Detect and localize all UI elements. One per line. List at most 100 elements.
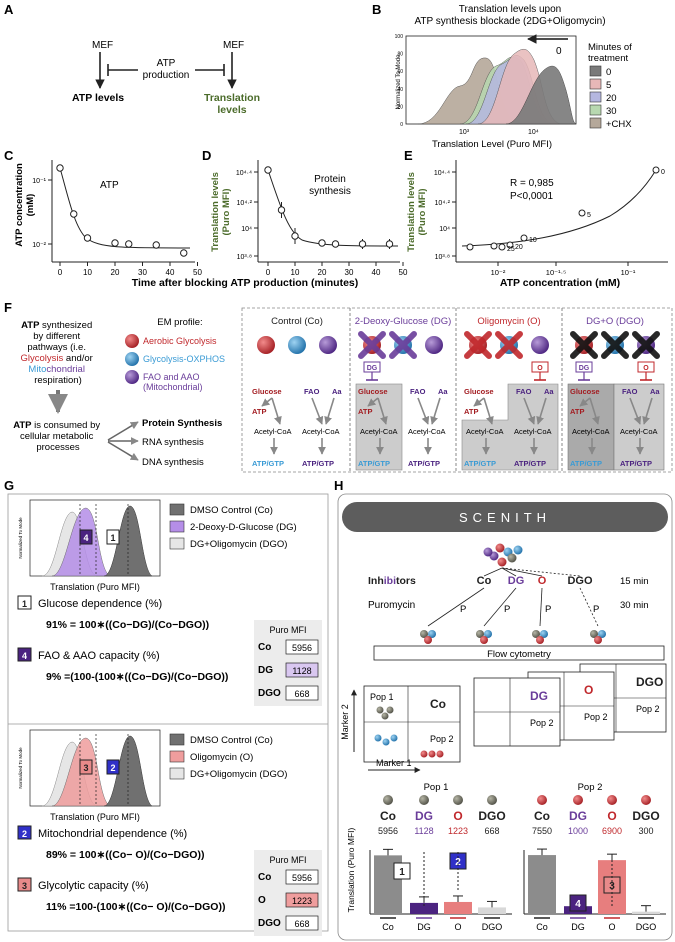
legend-label: +CHX xyxy=(606,119,632,130)
legend-label: 5 xyxy=(606,80,611,91)
data-point xyxy=(498,243,506,251)
pathway-atpgtp: ATP/GTP xyxy=(408,459,440,468)
legend-swatch xyxy=(589,78,602,90)
metric-box-label: 4 xyxy=(575,899,581,910)
pathway-arrow xyxy=(367,397,379,407)
pathway-acetyl: Acetyl-CoA xyxy=(408,427,446,436)
metric-box-label: 2 xyxy=(22,829,27,839)
em-sphere-icon xyxy=(319,336,337,354)
data-point xyxy=(125,240,133,248)
block-x-icon xyxy=(389,331,417,359)
metric-box-label: 4 xyxy=(83,533,88,543)
cell-icon xyxy=(487,795,497,805)
data-point xyxy=(318,239,326,247)
cell-icon xyxy=(483,547,493,557)
legend-label: 20 xyxy=(606,93,617,104)
gating-plot-label: DG xyxy=(530,689,548,703)
panel-c-ylabel: ATP concentration(mM) xyxy=(14,163,36,247)
metric-formula: 11% =100-(100∗((Co− O)/(Co−DGO)) xyxy=(46,901,225,913)
pathway-acetyl: Acetyl-CoA xyxy=(466,427,504,436)
p-label: P xyxy=(545,604,551,615)
metric-box xyxy=(17,647,32,662)
condition-title: Oligomycin (O) xyxy=(477,316,540,327)
process-dna: DNA synthesis xyxy=(142,457,204,468)
panel-b-ylabel: Normalized To Mode xyxy=(396,54,402,110)
panel-e-ylabel: Translation levels(Puro MFI) xyxy=(406,172,428,252)
pathway-atp: ATP xyxy=(252,407,266,416)
em-sphere-icon xyxy=(425,336,443,354)
mfi-key: Co xyxy=(258,872,271,883)
pathway-aa: Aa xyxy=(438,387,448,396)
branch-line xyxy=(483,587,517,627)
block-x-icon xyxy=(358,331,386,359)
metric-box-label: 3 xyxy=(83,763,88,773)
blocked-shade xyxy=(613,383,665,471)
panel-f-text2: ATP is consumed by cellular metabolic pr… xyxy=(13,420,103,453)
metric-box xyxy=(79,759,93,775)
block-x-icon xyxy=(495,331,523,359)
panel-h: H SCENITH Inhibitors Co DG O DGO 15 minPuromy… xyxy=(334,478,673,941)
bar-cond-label: Co xyxy=(380,809,396,823)
data-point xyxy=(111,239,119,247)
pathway-aa: Aa xyxy=(650,387,660,396)
legend-swatch xyxy=(589,91,602,103)
bar-x-label: DGO xyxy=(636,922,657,932)
metric-box-label: 2 xyxy=(110,763,115,773)
metric-title: Glycolytic capacity (%) xyxy=(38,880,149,892)
pathway-aa: Aa xyxy=(332,387,342,396)
mfi-header: Puro MFI xyxy=(269,625,306,635)
condition-title: Control (Co) xyxy=(271,316,323,327)
pathway-atpgtp: ATP/GTP xyxy=(570,459,602,468)
pathway-arrow xyxy=(271,397,282,425)
pathway-aa: Aa xyxy=(544,387,554,396)
bar-cond-label: DG xyxy=(569,809,587,823)
pathway-atpgtp: ATP/GTP xyxy=(252,459,284,468)
pathway-arrow xyxy=(523,397,536,425)
branch-line xyxy=(579,587,599,627)
inhibitor-tag-label: DG xyxy=(367,365,378,372)
metric-box xyxy=(17,877,32,892)
cell-icon xyxy=(495,543,505,553)
pop1-label: Pop 1 xyxy=(370,692,394,702)
blocked-shade xyxy=(567,383,615,471)
data-point xyxy=(277,206,286,214)
fit-curve xyxy=(59,167,191,249)
y-tick-label: 10⁻¹ xyxy=(32,178,46,185)
em-sphere-icon xyxy=(531,336,549,354)
panel-e-r: R = 0,985 xyxy=(510,178,554,189)
branch-line xyxy=(539,587,543,627)
data-point xyxy=(506,241,514,249)
cell-icon xyxy=(497,557,507,567)
metric-box xyxy=(106,759,120,775)
bar-value-label: 1128 xyxy=(414,826,433,836)
mfi-key: DGO xyxy=(258,918,281,929)
bar-value-label: 1000 xyxy=(568,826,588,836)
time-15: 15 min xyxy=(620,576,649,587)
pop2-label: Pop 2 xyxy=(584,712,608,722)
pop-title: Pop 1 xyxy=(424,782,449,793)
legend-label: Oligomycin (O) xyxy=(190,752,253,763)
panel-b-xlabel: Translation Level (Puro MFI) xyxy=(432,139,552,150)
histogram-ylabel: Normalized To Mode xyxy=(18,747,23,789)
gating-plot xyxy=(363,685,461,763)
cell-icon xyxy=(436,750,444,758)
y-tick-label: 10⁻² xyxy=(32,242,46,249)
condition-title: 2-Deoxy-Glucose (DG) xyxy=(355,316,452,327)
atp-levels-label: ATP levels xyxy=(72,92,124,104)
puromycin-label: Puromycin xyxy=(368,600,415,611)
block-x-icon xyxy=(632,331,660,359)
mfi-value: 5956 xyxy=(292,873,312,883)
condition-label: DGO xyxy=(567,575,593,587)
cell-icon xyxy=(590,630,598,638)
em-sphere-icon xyxy=(257,336,275,354)
x-tick-label: 50 xyxy=(399,268,408,277)
cell-icon xyxy=(420,750,428,758)
y-tick-label: 10⁴·² xyxy=(435,200,451,207)
panel-letter-b: B xyxy=(372,2,381,17)
panel-e-axes: 10⁻² 10⁻¹·⁵ 10⁻¹ 10⁴·⁴ 10⁴·² 10⁴ 10³·⁸ xyxy=(434,170,636,277)
data-point xyxy=(490,242,498,250)
flow-box xyxy=(373,645,665,661)
gating-plot-label: O xyxy=(584,683,593,697)
pathway-atpgtp: ATP/GTP xyxy=(620,459,652,468)
